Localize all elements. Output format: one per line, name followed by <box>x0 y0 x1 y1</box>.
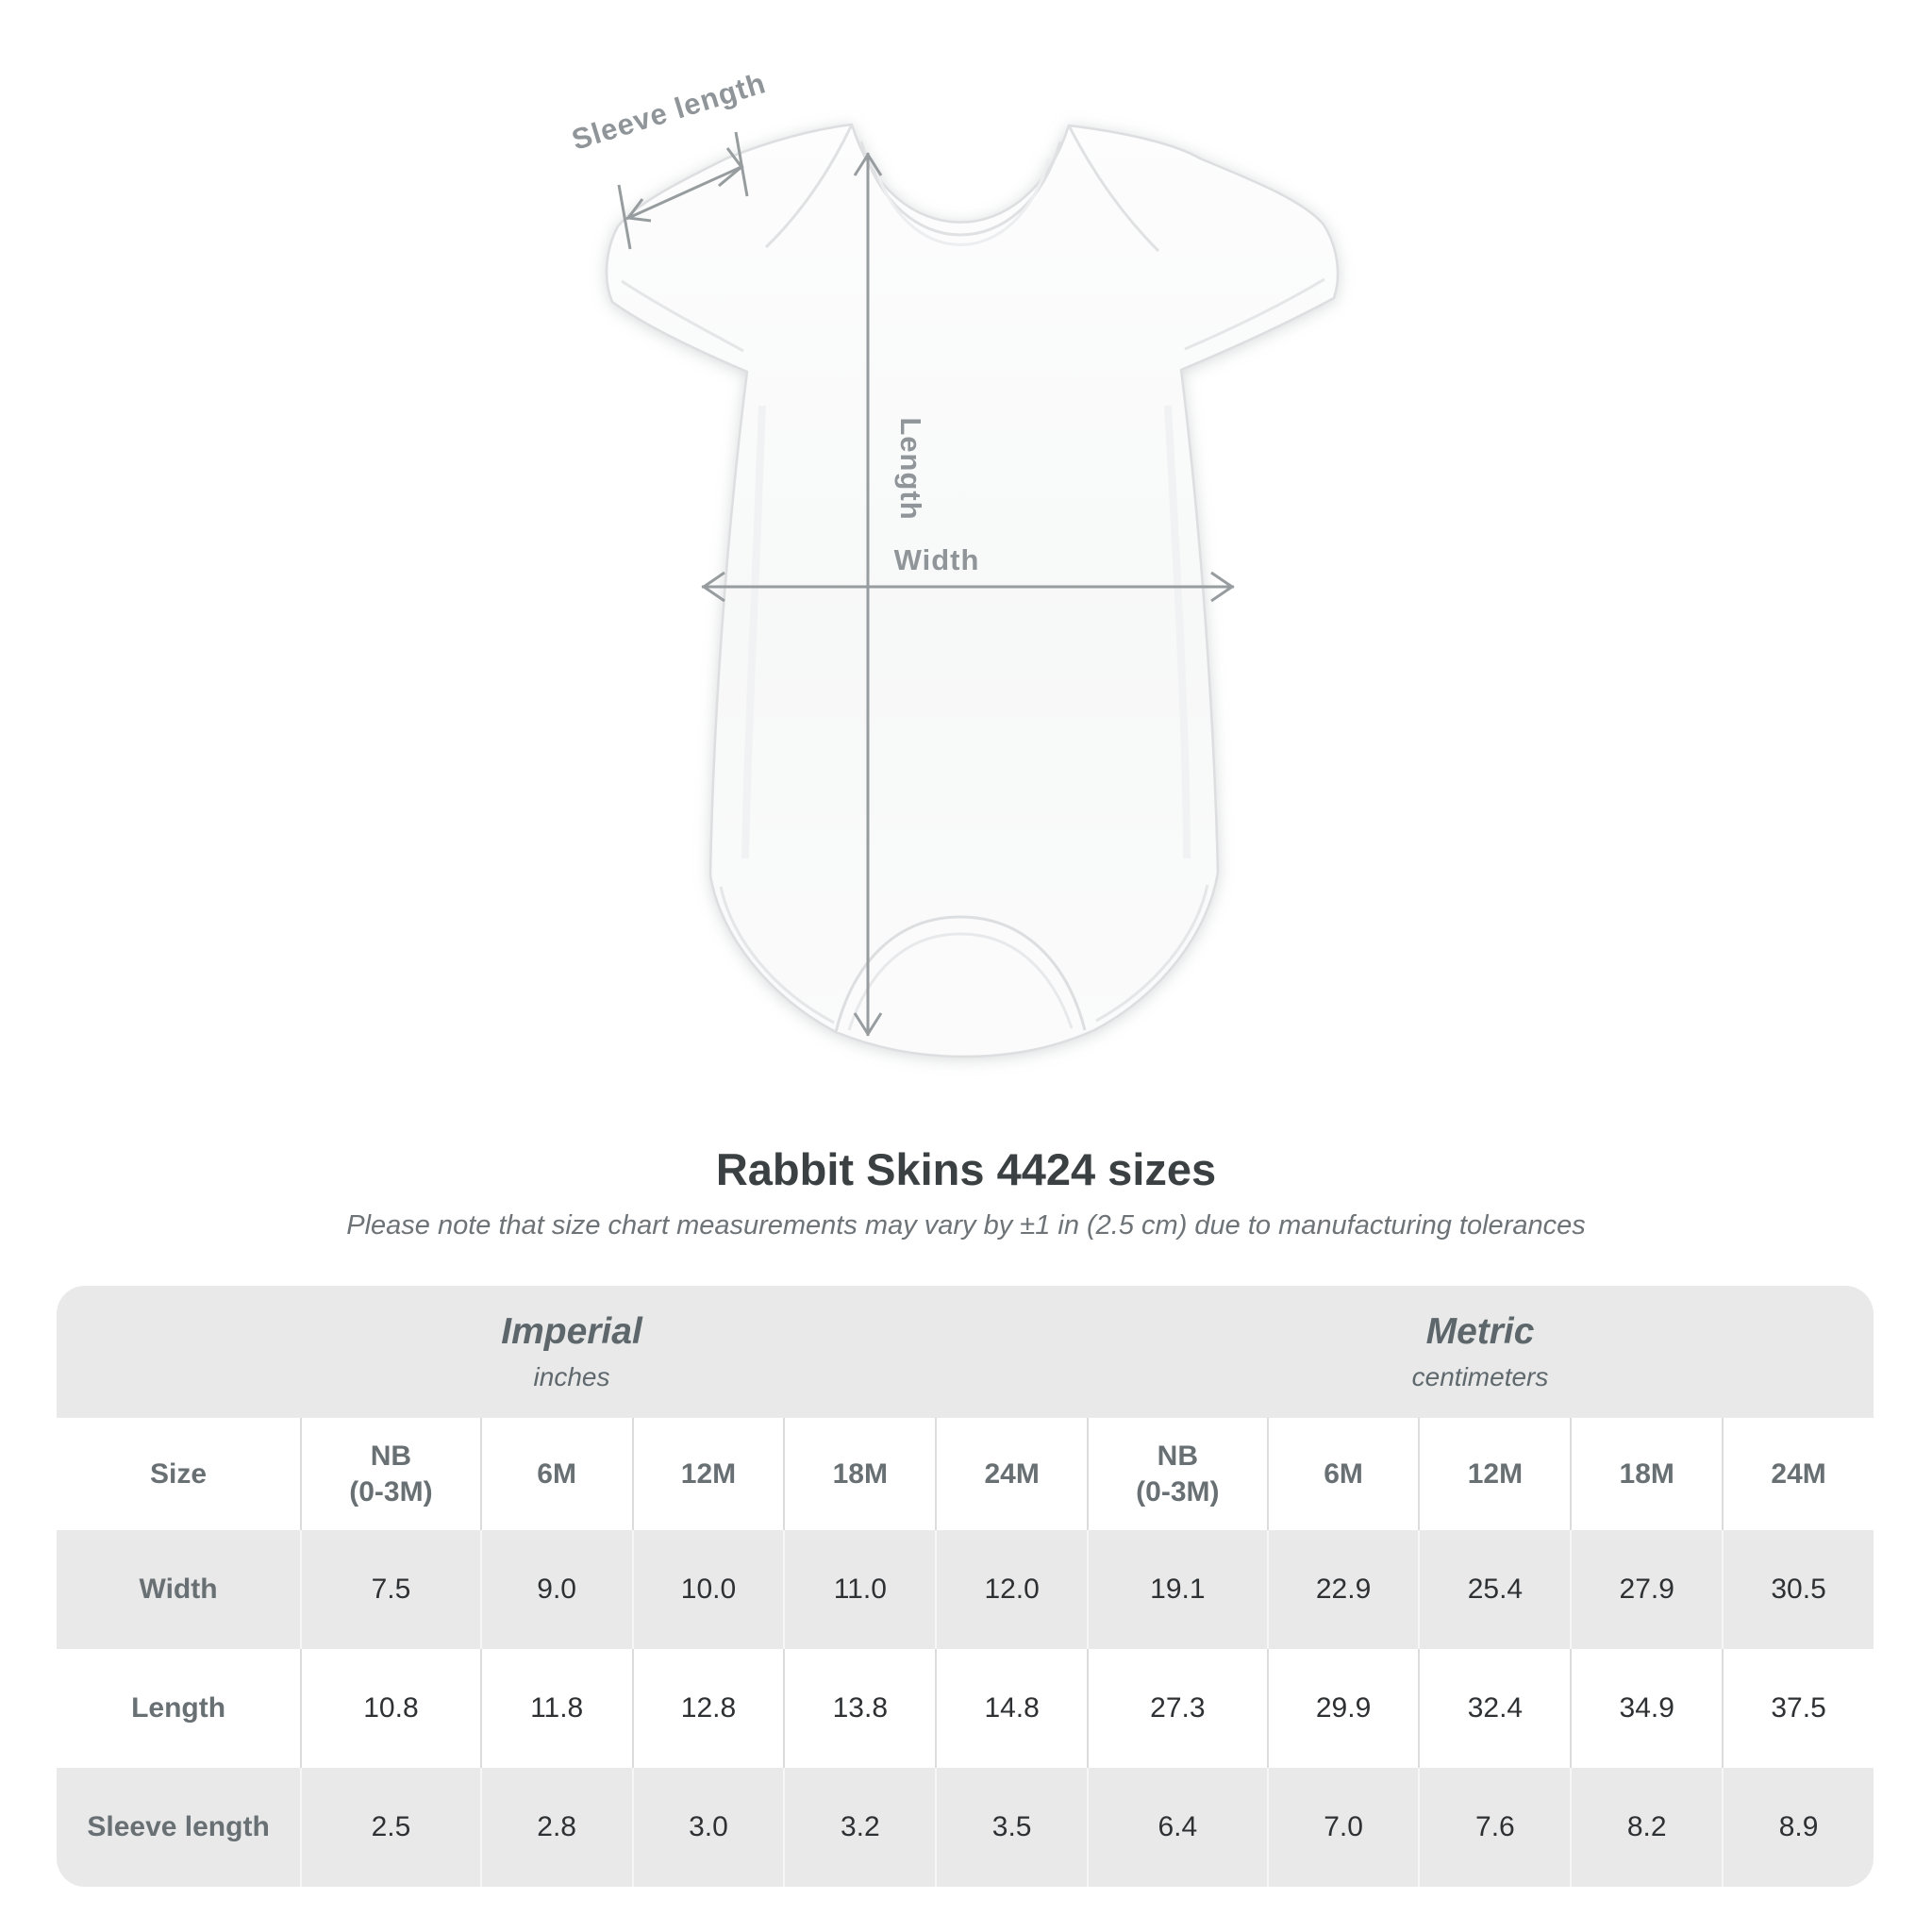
cell: 8.2 <box>1570 1768 1723 1887</box>
length-label: Length <box>894 417 927 520</box>
cell: 13.8 <box>783 1649 936 1768</box>
size-table: Imperial inches Metric centimeters Size … <box>57 1286 1874 1887</box>
bodysuit-measurement-diagram: Sleeve length Length Width <box>568 66 1340 1058</box>
col-header-imperial-nb: NB (0-3M) <box>300 1418 480 1530</box>
cell: 10.8 <box>300 1649 480 1768</box>
dimension-annotations <box>617 131 1235 1037</box>
metric-band: Metric centimeters <box>1087 1286 1874 1418</box>
imperial-band: Imperial inches <box>57 1286 1088 1418</box>
table-row-sleeve-length: Sleeve length 2.5 2.8 3.0 3.2 3.5 6.4 7.… <box>57 1768 1874 1887</box>
cell: 11.8 <box>479 1649 632 1768</box>
cell: 6.4 <box>1087 1768 1267 1887</box>
cell: 32.4 <box>1418 1649 1571 1768</box>
width-label: Width <box>894 543 980 576</box>
cell: 7.6 <box>1418 1768 1571 1887</box>
col-header-imperial-6m: 6M <box>479 1418 632 1530</box>
col-header-metric-12m: 12M <box>1418 1418 1571 1530</box>
size-table-container: Imperial inches Metric centimeters Size … <box>57 1286 1874 1887</box>
cell: 7.0 <box>1266 1768 1419 1887</box>
sleeve-length-label: Sleeve length <box>568 66 770 157</box>
cell: 11.0 <box>783 1530 936 1649</box>
metric-label: Metric <box>1425 1310 1535 1352</box>
imperial-label: Imperial <box>501 1310 642 1352</box>
cell: 30.5 <box>1722 1530 1874 1649</box>
cell: 2.5 <box>300 1768 480 1887</box>
col-header-imperial-18m: 18M <box>783 1418 936 1530</box>
page-title: Rabbit Skins 4424 sizes <box>715 1144 1217 1194</box>
row-label: Sleeve length <box>57 1768 301 1887</box>
width-dimension-line <box>701 571 1235 603</box>
tolerance-note: Please note that size chart measurements… <box>346 1210 1586 1241</box>
col-header-metric-24m: 24M <box>1722 1418 1874 1530</box>
imperial-unit: inches <box>533 1362 610 1392</box>
sleeve-dimension-line <box>617 131 749 250</box>
row-label: Width <box>57 1530 301 1649</box>
metric-unit: centimeters <box>1411 1362 1549 1392</box>
cell: 10.0 <box>631 1530 784 1649</box>
unit-band-row: Imperial inches Metric centimeters <box>57 1286 1874 1418</box>
cell: 37.5 <box>1722 1649 1874 1768</box>
col-header-imperial-24m: 24M <box>935 1418 1088 1530</box>
cell: 27.9 <box>1570 1530 1723 1649</box>
cell: 14.8 <box>935 1649 1088 1768</box>
length-dimension-line <box>853 152 883 1037</box>
cell: 8.9 <box>1722 1768 1874 1887</box>
cell: 34.9 <box>1570 1649 1723 1768</box>
cell: 12.8 <box>631 1649 784 1768</box>
col-header-metric-18m: 18M <box>1570 1418 1723 1530</box>
cell: 22.9 <box>1266 1530 1419 1649</box>
cell: 19.1 <box>1087 1530 1267 1649</box>
bodysuit-illustration: Sleeve length Length Width <box>568 66 1340 1058</box>
table-row-width: Width 7.5 9.0 10.0 11.0 12.0 19.1 22.9 2… <box>57 1530 1874 1649</box>
cell: 9.0 <box>479 1530 632 1649</box>
cell: 7.5 <box>300 1530 480 1649</box>
cell: 29.9 <box>1266 1649 1419 1768</box>
size-corner-header: Size <box>57 1418 301 1530</box>
cell: 25.4 <box>1418 1530 1571 1649</box>
onesie-graphic <box>605 123 1340 1058</box>
cell: 3.5 <box>935 1768 1088 1887</box>
cell: 2.8 <box>479 1768 632 1887</box>
cell: 3.0 <box>631 1768 784 1887</box>
col-header-metric-6m: 6M <box>1266 1418 1419 1530</box>
cell: 27.3 <box>1087 1649 1267 1768</box>
size-header-row: Size NB (0-3M) 6M 12M 18M 24M NB (0-3M) … <box>57 1418 1874 1530</box>
table-row-length: Length 10.8 11.8 12.8 13.8 14.8 27.3 29.… <box>57 1649 1874 1768</box>
col-header-imperial-12m: 12M <box>631 1418 784 1530</box>
cell: 3.2 <box>783 1768 936 1887</box>
col-header-metric-nb: NB (0-3M) <box>1087 1418 1267 1530</box>
row-label: Length <box>57 1649 301 1768</box>
cell: 12.0 <box>935 1530 1088 1649</box>
